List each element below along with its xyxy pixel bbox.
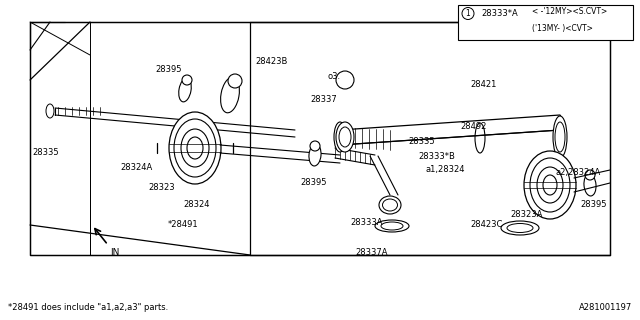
Text: a1,28324: a1,28324 [425, 165, 465, 174]
Text: 28337: 28337 [310, 95, 337, 104]
Text: 28395: 28395 [580, 200, 607, 209]
Ellipse shape [179, 78, 191, 102]
Text: 28333*A: 28333*A [481, 9, 518, 18]
Text: 28324: 28324 [183, 200, 209, 209]
Text: a2,28324A: a2,28324A [555, 168, 600, 177]
Ellipse shape [375, 220, 409, 232]
Ellipse shape [584, 174, 596, 196]
Text: o3.: o3. [328, 72, 341, 81]
Text: 28423C: 28423C [470, 220, 502, 229]
Text: 28323: 28323 [148, 183, 175, 192]
Text: 28333A: 28333A [350, 218, 383, 227]
Ellipse shape [169, 112, 221, 184]
Text: 28335: 28335 [408, 137, 435, 146]
Text: 1: 1 [466, 9, 470, 18]
Text: < -'12MY><S.CVT>: < -'12MY><S.CVT> [532, 7, 607, 17]
Ellipse shape [379, 196, 401, 214]
Text: A281001197: A281001197 [579, 303, 632, 312]
Ellipse shape [524, 151, 576, 219]
Ellipse shape [501, 221, 539, 235]
Ellipse shape [585, 170, 595, 180]
Text: 28423B: 28423B [255, 57, 287, 66]
Ellipse shape [553, 116, 567, 158]
Text: *28491: *28491 [168, 220, 198, 229]
Ellipse shape [309, 144, 321, 166]
Text: 28335: 28335 [32, 148, 59, 157]
Text: ('13MY- )<CVT>: ('13MY- )<CVT> [532, 25, 593, 34]
Ellipse shape [310, 141, 320, 151]
Text: 28324A: 28324A [120, 163, 152, 172]
Bar [458, 5, 633, 40]
Ellipse shape [221, 77, 239, 113]
Ellipse shape [336, 122, 354, 152]
Text: 28492: 28492 [460, 122, 486, 131]
Text: 28421: 28421 [470, 80, 497, 89]
Ellipse shape [182, 75, 192, 85]
Text: IN: IN [110, 248, 120, 257]
Ellipse shape [334, 122, 346, 152]
Text: *28491 does include "a1,a2,a3" parts.: *28491 does include "a1,a2,a3" parts. [8, 303, 168, 312]
Text: 28395: 28395 [300, 178, 326, 187]
Text: 28333*B: 28333*B [418, 152, 455, 161]
Ellipse shape [46, 104, 54, 118]
Text: 28323A: 28323A [510, 210, 542, 219]
Text: 28395: 28395 [155, 65, 182, 74]
Ellipse shape [228, 74, 242, 88]
Text: 28337A: 28337A [355, 248, 387, 257]
